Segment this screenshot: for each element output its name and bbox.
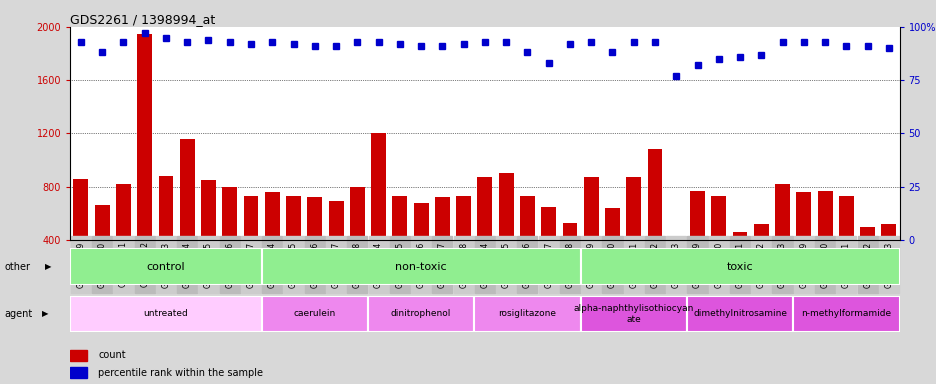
- Bar: [70, 248, 261, 285]
- Bar: [477, 177, 491, 293]
- Bar: [625, 177, 640, 293]
- Text: untreated: untreated: [143, 310, 188, 318]
- Bar: [774, 184, 789, 293]
- Bar: [732, 232, 747, 293]
- Bar: [689, 191, 704, 293]
- Bar: [753, 224, 768, 293]
- Bar: [116, 184, 131, 293]
- Bar: [541, 207, 556, 293]
- Bar: [583, 177, 598, 293]
- Bar: [222, 187, 237, 293]
- Bar: [368, 296, 474, 332]
- Text: alpha-naphthylisothiocyan
ate: alpha-naphthylisothiocyan ate: [573, 304, 694, 324]
- Text: n-methylformamide: n-methylformamide: [800, 310, 890, 318]
- Bar: [137, 33, 152, 293]
- Bar: [668, 244, 683, 293]
- Bar: [243, 196, 258, 293]
- Bar: [329, 201, 344, 293]
- Bar: [73, 179, 88, 293]
- Text: ▶: ▶: [45, 262, 51, 271]
- Bar: [796, 192, 811, 293]
- Bar: [817, 191, 832, 293]
- Text: caerulein: caerulein: [293, 310, 336, 318]
- Bar: [434, 197, 449, 293]
- Bar: [285, 196, 300, 293]
- Bar: [605, 208, 620, 293]
- Bar: [158, 176, 173, 293]
- Bar: [881, 224, 896, 293]
- Text: non-toxic: non-toxic: [395, 262, 446, 272]
- Bar: [580, 248, 899, 285]
- Text: dinitrophenol: dinitrophenol: [390, 310, 451, 318]
- Text: dimethylnitrosamine: dimethylnitrosamine: [693, 310, 786, 318]
- Bar: [307, 197, 322, 293]
- Bar: [710, 196, 725, 293]
- Text: toxic: toxic: [726, 262, 753, 272]
- Bar: [265, 192, 280, 293]
- Bar: [580, 296, 686, 332]
- Text: GDS2261 / 1398994_at: GDS2261 / 1398994_at: [70, 13, 215, 26]
- Bar: [647, 149, 662, 293]
- Bar: [180, 139, 195, 293]
- Bar: [392, 196, 407, 293]
- Text: count: count: [98, 351, 125, 361]
- Text: percentile rank within the sample: percentile rank within the sample: [98, 368, 263, 378]
- Bar: [70, 350, 86, 361]
- Bar: [838, 196, 853, 293]
- Bar: [793, 296, 899, 332]
- Bar: [562, 223, 577, 293]
- Bar: [686, 296, 793, 332]
- Bar: [95, 205, 110, 293]
- Bar: [456, 196, 471, 293]
- Bar: [261, 248, 580, 285]
- Text: rosiglitazone: rosiglitazone: [498, 310, 556, 318]
- Bar: [70, 296, 261, 332]
- Bar: [474, 296, 580, 332]
- Bar: [261, 296, 368, 332]
- Bar: [349, 187, 364, 293]
- Bar: [201, 180, 215, 293]
- Bar: [371, 134, 386, 293]
- Text: ▶: ▶: [42, 309, 49, 318]
- Bar: [859, 227, 874, 293]
- Text: control: control: [147, 262, 185, 272]
- Bar: [519, 196, 534, 293]
- Bar: [498, 174, 513, 293]
- Text: agent: agent: [5, 309, 33, 319]
- Bar: [413, 203, 428, 293]
- Bar: [70, 367, 86, 379]
- Text: other: other: [5, 262, 31, 272]
